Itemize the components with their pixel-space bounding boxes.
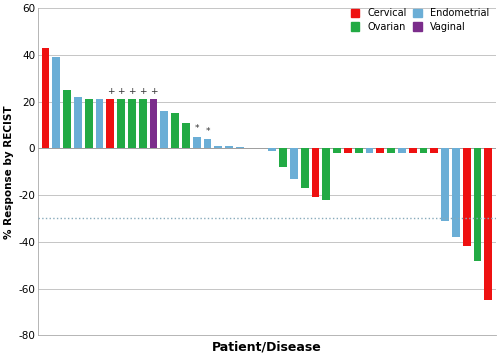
Bar [96,99,104,148]
Text: +: + [128,87,136,96]
Bar [474,148,482,261]
Bar [128,99,136,148]
Bar [42,48,50,148]
Bar [452,148,460,237]
Bar [139,99,146,148]
Text: +: + [118,87,125,96]
Bar [322,148,330,200]
Bar [117,99,125,148]
Text: *: * [194,124,199,133]
Bar [247,147,254,148]
Bar [355,148,362,153]
Bar [85,99,92,148]
Bar [193,137,200,148]
Bar [279,148,287,167]
Bar [463,148,470,247]
X-axis label: Patient/Disease: Patient/Disease [212,341,322,354]
Y-axis label: % Response by RECIST: % Response by RECIST [4,105,14,238]
Bar [409,148,416,153]
Bar [182,123,190,148]
Bar [441,148,449,221]
Bar [160,111,168,148]
Bar [420,148,428,153]
Bar [171,113,179,148]
Bar [366,148,374,153]
Text: +: + [106,87,114,96]
Bar [225,146,233,148]
Bar [398,148,406,153]
Bar [333,148,341,153]
Text: +: + [150,87,158,96]
Bar [484,148,492,300]
Bar [214,146,222,148]
Bar [301,148,308,188]
Bar [74,97,82,148]
Bar [387,148,395,153]
Bar [236,147,244,148]
Text: *: * [206,126,210,136]
Bar [344,148,352,153]
Bar [290,148,298,179]
Bar [268,148,276,151]
Bar [150,99,158,148]
Bar [376,148,384,153]
Text: +: + [139,87,146,96]
Bar [52,57,60,148]
Legend: Cervical, Ovarian, Endometrial, Vaginal: Cervical, Ovarian, Endometrial, Vaginal [348,6,491,34]
Bar [106,99,114,148]
Bar [312,148,320,197]
Bar [204,139,212,148]
Bar [430,148,438,153]
Bar [64,90,71,148]
